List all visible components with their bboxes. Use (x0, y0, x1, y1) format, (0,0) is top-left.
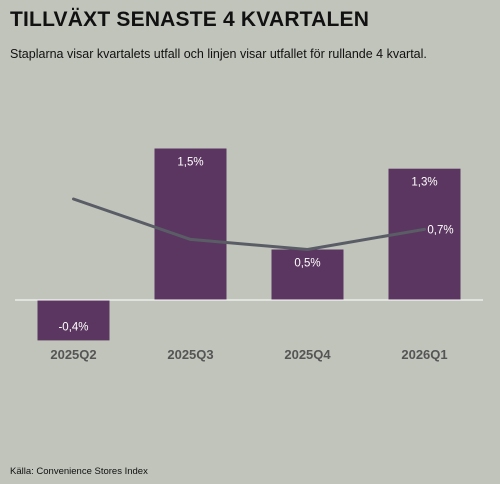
bar-2025q3 (154, 148, 227, 300)
bar-2025q2 (37, 300, 110, 341)
chart-subtitle: Staplarna visar kvartalets utfall och li… (10, 47, 427, 61)
bar-label-2025q4: 0,5% (294, 258, 320, 270)
line-point-2025q4 (307, 249, 308, 250)
bar-label-2025q3: 1,5% (177, 157, 203, 169)
x-tick-2025q2: 2025Q2 (50, 347, 96, 362)
line-point-2025q2 (73, 198, 74, 200)
line-point-2026q1 (424, 228, 425, 230)
chart-title: TILLVÄXT SENASTE 4 KVARTALEN (10, 8, 370, 31)
bar-label-2026q1: 1,3% (411, 177, 437, 189)
bar-label-2025q2: -0,4% (58, 321, 88, 333)
x-tick-2025q4: 2025Q4 (284, 347, 331, 362)
line-point-2025q3 (190, 238, 191, 240)
rolling-4q-line (72, 197, 426, 251)
line-label-2026q1: 0,7% (427, 224, 453, 236)
bar-2025q4 (271, 249, 344, 300)
x-tick-2025q3: 2025Q3 (167, 347, 213, 362)
source-note: Källa: Convenience Stores Index (10, 466, 148, 477)
x-tick-2026q1: 2026Q1 (401, 347, 447, 362)
